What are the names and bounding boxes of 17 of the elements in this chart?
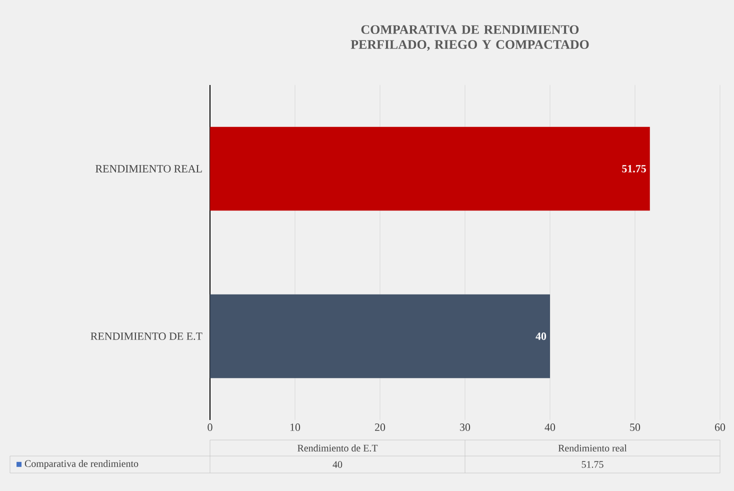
x-tick-label: 10: [290, 424, 300, 431]
chart-title: COMPARATIVA DE RENDIMIENTO PERFILADO, RIEGO Y COMPACTADO: [350, 25, 589, 51]
y-tick-label: RENDIMIENTO REAL: [96, 165, 202, 172]
x-tick-label: 50: [630, 424, 640, 431]
x-tick-label: 60: [714, 424, 726, 431]
x-tick-label: 40: [544, 424, 556, 431]
text: 40: [332, 461, 342, 468]
data-label: 51.75: [622, 165, 646, 172]
text: 51.75: [582, 461, 604, 468]
x-tick-label: 0: [208, 424, 212, 431]
text: Rendimiento de E.T: [298, 444, 378, 452]
y-tick-label: RENDIMIENTO DE E.T: [90, 332, 202, 340]
data-label: 40: [536, 332, 546, 340]
text: Comparativa de rendimiento: [24, 460, 138, 470]
text: Rendimiento real: [558, 444, 627, 452]
x-tick-label: 20: [375, 424, 386, 431]
x-tick-label: 30: [460, 424, 470, 431]
